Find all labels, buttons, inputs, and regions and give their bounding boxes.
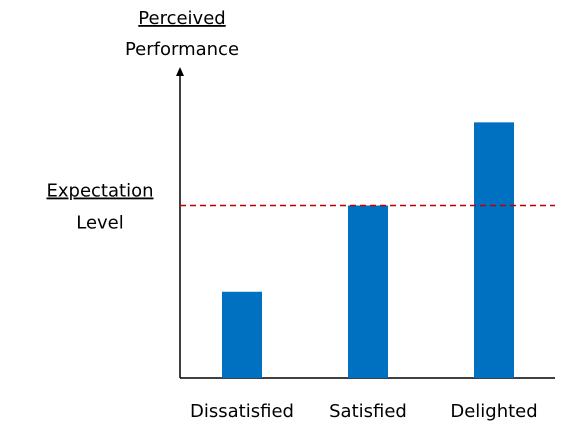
bar <box>222 291 262 378</box>
bar <box>348 205 388 378</box>
reference-label: Level <box>76 213 124 234</box>
reference-label: Expectation <box>47 181 154 202</box>
y-axis-label: Performance <box>125 39 239 60</box>
y-axis-label: Perceived <box>138 8 225 29</box>
x-tick-label: Delighted <box>450 401 537 422</box>
y-axis-arrow <box>176 67 184 76</box>
x-tick-label: Dissatisfied <box>190 401 294 422</box>
bar <box>474 122 514 378</box>
x-tick-label: Satisfied <box>329 401 407 422</box>
